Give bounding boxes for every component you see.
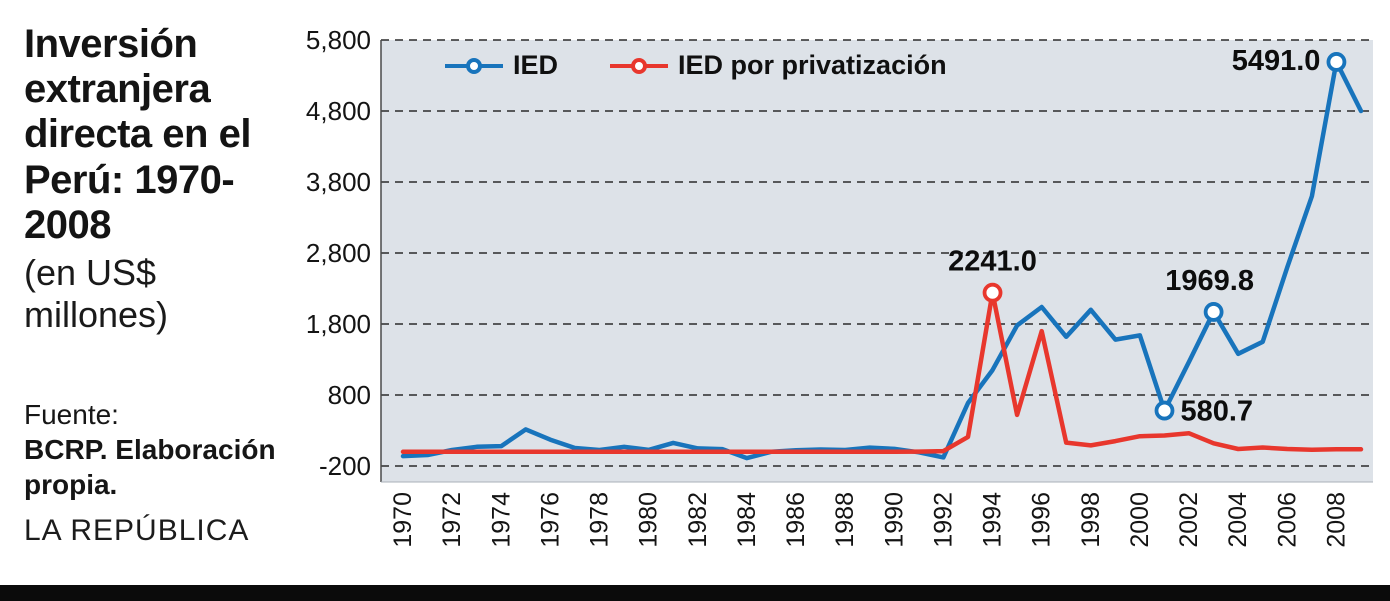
x-tick-label: 1976 [536,492,564,548]
x-tick-label: 2002 [1175,492,1203,548]
x-tick-label: 2006 [1273,492,1301,548]
x-tick-label: 1978 [586,492,614,548]
chart-legend: IED IED por privatización [445,50,947,81]
annotation-label: 5491.0 [1232,45,1321,77]
x-tick-label: 2004 [1224,492,1252,548]
bottom-bar [0,585,1390,601]
x-tick-label: 1988 [831,492,859,548]
x-tick-label: 1972 [438,492,466,548]
legend-item-privatizacion: IED por privatización [610,50,947,81]
data-point-marker [1203,302,1224,322]
plot-background [381,40,1373,482]
x-tick-label: 1970 [389,492,417,548]
x-tick-label: 1992 [929,492,957,548]
source-label: Fuente: [24,398,119,430]
x-tick-label: 1974 [487,492,515,548]
x-tick-label: 2008 [1322,492,1350,548]
x-tick-label: 1980 [635,492,663,548]
chart-title: Inversión extranjera directa en el Perú:… [24,22,251,247]
chart-area: IED IED por privatización 5,800 4,800 3,80… [295,6,1390,585]
data-point-marker [982,282,1003,303]
x-tick-label: 1986 [782,492,810,548]
info-panel: Inversión extranjera directa en el Perú:… [0,0,295,585]
x-tick-label: 2000 [1126,492,1154,548]
y-tick-label: 1,800 [306,309,371,339]
annotation-label: 580.7 [1180,396,1253,428]
data-point-marker [1326,52,1347,72]
chart-line-priv [400,290,1364,455]
y-tick-label: 2,800 [306,238,371,268]
source-text: BCRP. Elaboración propia. [24,433,276,500]
annotation-label: 2241.0 [948,246,1037,278]
line-chart: 5,800 4,800 3,800 2,800 1,800 800 -200 1970 1972… [306,25,1373,548]
y-tick-label: -200 [319,451,371,481]
x-tick-label: 1996 [1028,492,1056,548]
legend-marker-ied-icon [445,57,503,75]
y-tick-label: 5,800 [306,25,371,55]
legend-label-privatizacion: IED por privatización [678,50,947,80]
y-tick-label: 3,800 [306,167,371,197]
y-tick-label: 4,800 [306,96,371,126]
publication-name: LA REPÚBLICA [24,513,250,547]
data-point-marker [1154,400,1175,421]
legend-item-ied: IED [445,50,558,81]
source-block: Fuente: BCRP. Elaboración propia. LA REP… [24,397,279,564]
chart-line-ied [400,59,1364,461]
x-tick-label: 1994 [979,492,1007,548]
legend-label-ied: IED [513,50,559,80]
y-tick-label: 800 [328,380,371,410]
x-tick-label: 1998 [1077,492,1105,548]
x-tick-label: 1982 [684,492,712,548]
annotation-label: 1969.8 [1165,265,1254,297]
x-tick-label: 1990 [880,492,908,548]
x-tick-label: 1984 [733,492,761,548]
legend-marker-privatizacion-icon [610,57,669,75]
chart-subtitle: (en US$ millones) [24,251,169,335]
